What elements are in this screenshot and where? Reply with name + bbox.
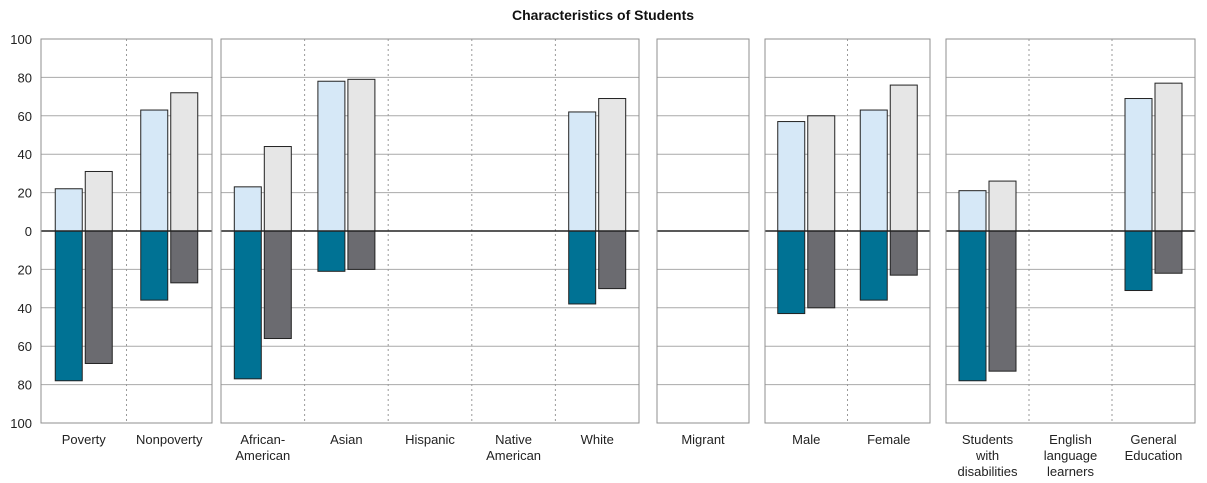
category-label: Poverty — [62, 432, 107, 447]
bar-upper — [233, 186, 262, 232]
bar-lower — [84, 230, 113, 364]
bar-upper — [1124, 98, 1153, 232]
panel-frame — [656, 38, 750, 424]
category-label: General — [1130, 432, 1176, 447]
category-label: English — [1049, 432, 1092, 447]
bar-lower — [598, 230, 627, 290]
bar-lower — [347, 230, 376, 270]
category-label: Migrant — [681, 432, 725, 447]
bar-upper — [54, 188, 83, 232]
bar-upper — [140, 109, 169, 232]
category-label: White — [581, 432, 614, 447]
bar-upper — [598, 98, 627, 232]
chart-panel: Migrant — [656, 38, 750, 447]
bar-lower — [859, 230, 888, 301]
y-tick-label: 60 — [18, 109, 32, 124]
bar-lower — [54, 230, 83, 382]
bar-lower — [807, 230, 836, 309]
y-tick-label: 20 — [18, 186, 32, 201]
bar-upper — [988, 180, 1017, 232]
bar-lower — [140, 230, 169, 301]
bar-lower — [170, 230, 199, 284]
category-label: Nonpoverty — [136, 432, 203, 447]
bar-upper — [777, 121, 806, 232]
category-label: Native — [495, 432, 532, 447]
panel-frame — [764, 38, 931, 424]
chart-panel: Poverty Nonpoverty — [40, 38, 213, 447]
bar-upper — [1154, 82, 1183, 232]
bar-lower — [263, 230, 292, 340]
category-label: Students — [962, 432, 1014, 447]
bar-lower — [889, 230, 918, 276]
bar-upper — [807, 115, 836, 232]
panel-frame — [40, 38, 213, 424]
bar-lower — [568, 230, 597, 305]
y-axis: 100 80 60 40 20 0 20 40 60 80 100 — [10, 32, 32, 431]
bar-upper — [347, 78, 376, 232]
bar-upper — [263, 146, 292, 232]
bar-lower — [1154, 230, 1183, 274]
y-tick-label: 40 — [18, 301, 32, 316]
category-label: African- — [240, 432, 285, 447]
category-label: American — [235, 448, 290, 463]
chart-panel: Male Female — [764, 38, 931, 447]
category-label: Female — [867, 432, 910, 447]
bar-upper — [84, 170, 113, 232]
y-tick-label: 80 — [18, 70, 32, 85]
category-label: with — [975, 448, 999, 463]
bar-upper — [889, 84, 918, 232]
category-label: Education — [1125, 448, 1183, 463]
y-tick-label: 20 — [18, 262, 32, 277]
bar-upper — [958, 190, 987, 232]
bar-upper — [317, 80, 346, 232]
panel-frame — [220, 38, 640, 424]
bar-lower — [233, 230, 262, 380]
y-tick-label: 0 — [25, 224, 32, 239]
category-label: language — [1044, 448, 1098, 463]
category-label: American — [486, 448, 541, 463]
panel-frame — [945, 38, 1196, 424]
category-label: Asian — [330, 432, 363, 447]
bar-lower — [777, 230, 806, 315]
y-tick-label: 60 — [18, 339, 32, 354]
bar-upper — [859, 109, 888, 232]
bar-lower — [1124, 230, 1153, 292]
category-label: Male — [792, 432, 820, 447]
y-tick-label: 100 — [10, 416, 32, 431]
category-label: Hispanic — [405, 432, 455, 447]
y-tick-label: 100 — [10, 32, 32, 47]
bar-lower — [988, 230, 1017, 372]
bar-lower — [317, 230, 346, 272]
y-tick-label: 40 — [18, 147, 32, 162]
category-label: disabilities — [958, 464, 1018, 479]
y-tick-label: 80 — [18, 378, 32, 393]
chart-title: Characteristics of Students — [512, 7, 694, 23]
bar-upper — [170, 92, 199, 232]
category-label: learners — [1047, 464, 1094, 479]
bar-lower — [958, 230, 987, 382]
bar-upper — [568, 111, 597, 232]
